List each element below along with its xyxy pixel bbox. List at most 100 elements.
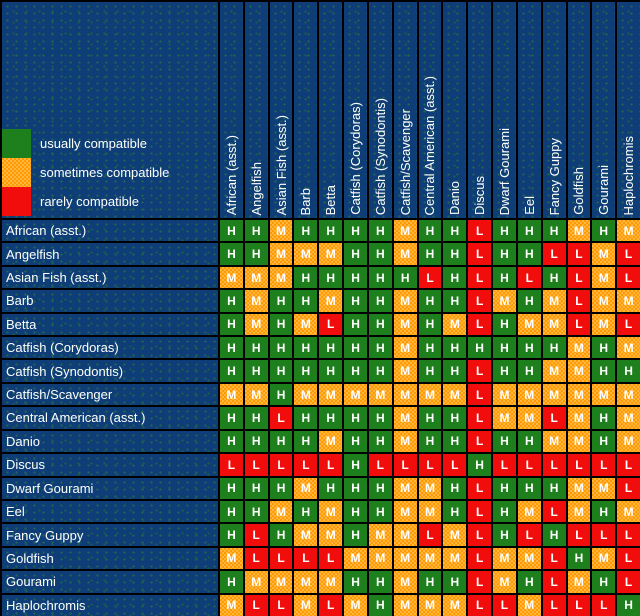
cell-gourami-x-catfish-scavenger: M xyxy=(393,571,417,593)
column-header-label: Eel xyxy=(521,196,537,215)
cell-catfish-corydoras-x-barb: H xyxy=(294,337,318,359)
column-header-goldfish: Goldfish xyxy=(567,2,591,218)
cell-asian-fish-asst-x-danio: H xyxy=(443,266,467,289)
cell-fancy-guppy-x-discus: L xyxy=(468,524,492,546)
cell-haplochromis-x-haplochromis: H xyxy=(617,594,640,616)
cell-african-asst-x-gourami: H xyxy=(592,220,616,242)
cell-catfish-scavenger-x-dwarf-gourami: M xyxy=(493,383,516,406)
cell-catfish-corydoras-x-catfish-synodontis: H xyxy=(368,337,392,359)
cell-barb-x-discus: L xyxy=(468,290,492,312)
cell-betta-x-catfish-synodontis: H xyxy=(368,313,392,336)
cell-danio-x-central-american-asst: H xyxy=(418,430,442,453)
cell-discus-x-barb: L xyxy=(294,454,318,476)
column-header-label: Catfish (Corydoras) xyxy=(348,102,364,215)
cell-catfish-synodontis-x-eel: H xyxy=(517,360,541,382)
cell-barb-x-eel: H xyxy=(517,290,541,312)
column-header-label: Catfish/Scavenger xyxy=(397,108,413,215)
cell-angelfish-x-angelfish: H xyxy=(244,243,268,265)
cell-betta-x-central-american-asst: H xyxy=(418,313,442,336)
cell-barb-x-goldfish: L xyxy=(567,290,591,312)
cell-catfish-scavenger-x-fancy-guppy: M xyxy=(542,383,566,406)
row-label-fancy-guppy: Fancy Guppy xyxy=(2,524,218,546)
cell-barb-x-angelfish: M xyxy=(244,290,268,312)
cell-central-american-asst-x-asian-fish-asst: L xyxy=(269,407,293,429)
cell-central-american-asst-x-goldfish: M xyxy=(567,407,591,429)
column-header-label: Danio xyxy=(447,181,463,215)
cell-eel-x-goldfish: M xyxy=(567,500,591,523)
cell-catfish-corydoras-x-goldfish: M xyxy=(567,337,591,359)
cell-gourami-x-goldfish: M xyxy=(567,571,591,593)
cell-african-asst-x-dwarf-gourami: H xyxy=(493,220,516,242)
cell-fancy-guppy-x-dwarf-gourami: H xyxy=(493,524,516,546)
column-header-label: Goldfish xyxy=(571,167,587,215)
cell-barb-x-catfish-synodontis: H xyxy=(368,290,392,312)
cell-gourami-x-gourami: H xyxy=(592,571,616,593)
cell-danio-x-catfish-scavenger: M xyxy=(393,430,417,453)
cell-discus-x-betta: L xyxy=(319,454,343,476)
cell-catfish-synodontis-x-gourami: H xyxy=(592,360,616,382)
cell-danio-x-fancy-guppy: M xyxy=(542,430,566,453)
cell-dwarf-gourami-x-goldfish: M xyxy=(567,477,591,499)
cell-eel-x-danio: H xyxy=(443,500,467,523)
cell-haplochromis-x-betta: L xyxy=(319,594,343,616)
cell-angelfish-x-discus: L xyxy=(468,243,492,265)
cell-angelfish-x-haplochromis: L xyxy=(617,243,640,265)
cell-danio-x-eel: H xyxy=(517,430,541,453)
cell-barb-x-gourami: M xyxy=(592,290,616,312)
cell-dwarf-gourami-x-barb: M xyxy=(294,477,318,499)
cell-african-asst-x-discus: L xyxy=(468,220,492,242)
column-header-discus: Discus xyxy=(468,2,492,218)
cell-eel-x-catfish-corydoras: H xyxy=(344,500,367,523)
cell-catfish-scavenger-x-barb: M xyxy=(294,383,318,406)
row-label-barb: Barb xyxy=(2,290,218,312)
column-header-asian-fish-asst: Asian Fish (asst.) xyxy=(269,2,293,218)
row-label-dwarf-gourami: Dwarf Gourami xyxy=(2,477,218,499)
cell-angelfish-x-goldfish: L xyxy=(567,243,591,265)
cell-goldfish-x-gourami: M xyxy=(592,547,616,570)
cell-danio-x-barb: H xyxy=(294,430,318,453)
cell-betta-x-angelfish: M xyxy=(244,313,268,336)
cell-african-asst-x-betta: H xyxy=(319,220,343,242)
cell-asian-fish-asst-x-african-asst: M xyxy=(220,266,243,289)
column-header-betta: Betta xyxy=(319,2,343,218)
cell-fancy-guppy-x-african-asst: H xyxy=(220,524,243,546)
cell-eel-x-catfish-synodontis: H xyxy=(368,500,392,523)
cell-angelfish-x-catfish-corydoras: H xyxy=(344,243,367,265)
cell-dwarf-gourami-x-discus: L xyxy=(468,477,492,499)
cell-discus-x-catfish-corydoras: H xyxy=(344,454,367,476)
cell-dwarf-gourami-x-catfish-scavenger: M xyxy=(393,477,417,499)
row-label-angelfish: Angelfish xyxy=(2,243,218,265)
cell-fancy-guppy-x-central-american-asst: L xyxy=(418,524,442,546)
cell-barb-x-fancy-guppy: M xyxy=(542,290,566,312)
cell-african-asst-x-angelfish: H xyxy=(244,220,268,242)
cell-discus-x-asian-fish-asst: L xyxy=(269,454,293,476)
cell-goldfish-x-betta: L xyxy=(319,547,343,570)
cell-angelfish-x-dwarf-gourami: H xyxy=(493,243,516,265)
cell-gourami-x-asian-fish-asst: M xyxy=(269,571,293,593)
cell-haplochromis-x-discus: L xyxy=(468,594,492,616)
cell-catfish-synodontis-x-dwarf-gourami: H xyxy=(493,360,516,382)
column-header-barb: Barb xyxy=(294,2,318,218)
cell-fancy-guppy-x-eel: L xyxy=(517,524,541,546)
cell-fancy-guppy-x-barb: M xyxy=(294,524,318,546)
cell-fancy-guppy-x-danio: M xyxy=(443,524,467,546)
cell-discus-x-catfish-scavenger: L xyxy=(393,454,417,476)
legend-item-usually-compatible: usually compatible xyxy=(2,129,218,158)
cell-catfish-scavenger-x-catfish-scavenger: M xyxy=(393,383,417,406)
cell-dwarf-gourami-x-dwarf-gourami: H xyxy=(493,477,516,499)
cell-dwarf-gourami-x-danio: H xyxy=(443,477,467,499)
cell-goldfish-x-african-asst: M xyxy=(220,547,243,570)
cell-catfish-corydoras-x-eel: H xyxy=(517,337,541,359)
cell-asian-fish-asst-x-catfish-corydoras: H xyxy=(344,266,367,289)
cell-fancy-guppy-x-catfish-synodontis: M xyxy=(368,524,392,546)
cell-dwarf-gourami-x-african-asst: H xyxy=(220,477,243,499)
cell-central-american-asst-x-discus: L xyxy=(468,407,492,429)
cell-goldfish-x-dwarf-gourami: M xyxy=(493,547,516,570)
cell-catfish-synodontis-x-catfish-synodontis: H xyxy=(368,360,392,382)
cell-eel-x-betta: M xyxy=(319,500,343,523)
cell-barb-x-haplochromis: M xyxy=(617,290,640,312)
cell-discus-x-danio: L xyxy=(443,454,467,476)
cell-barb-x-danio: H xyxy=(443,290,467,312)
cell-discus-x-central-american-asst: L xyxy=(418,454,442,476)
row-label-catfish-scavenger: Catfish/Scavenger xyxy=(2,383,218,406)
